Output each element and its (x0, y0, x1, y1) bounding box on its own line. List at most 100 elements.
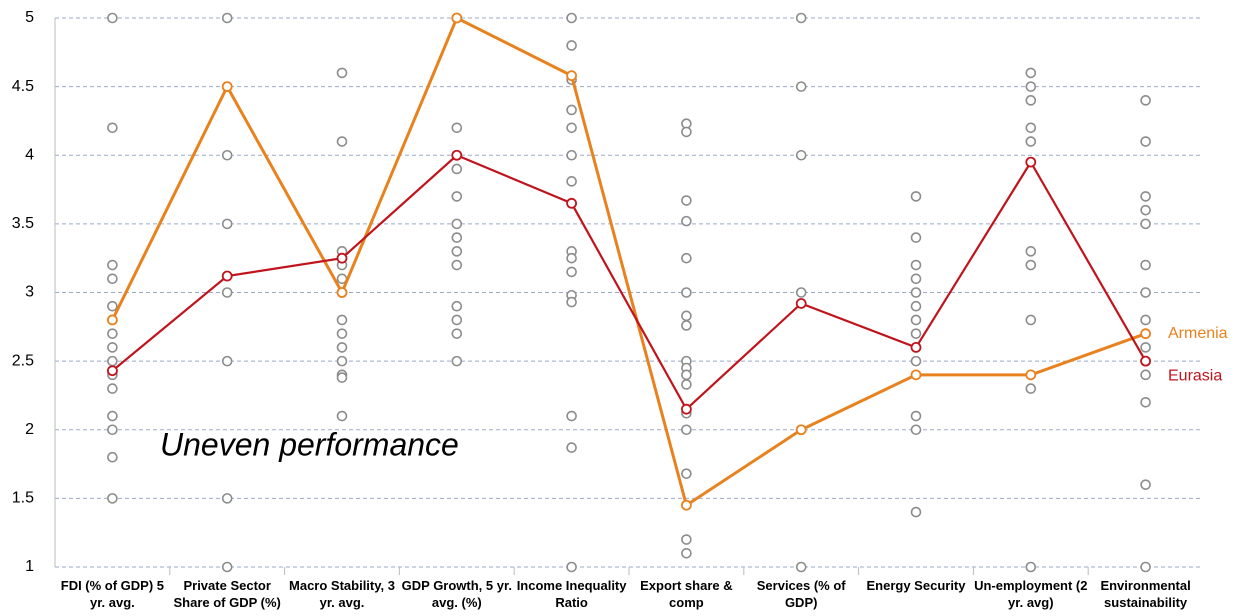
benchmark-dot (795, 81, 807, 92)
series-point (1140, 328, 1151, 340)
benchmark-dot (1140, 287, 1151, 298)
benchmark-dot (221, 287, 233, 298)
benchmark-dot (681, 195, 692, 206)
benchmark-dot (1140, 204, 1151, 216)
benchmark-dot (107, 493, 118, 504)
x-tick-label: Energy Security (866, 578, 966, 593)
benchmark-dot (910, 410, 922, 422)
benchmark-dot (681, 287, 692, 298)
benchmark-dot (566, 252, 577, 264)
benchmark-dot (336, 372, 348, 383)
benchmark-dot (1025, 122, 1037, 134)
benchmark-dot (221, 149, 233, 161)
benchmark-dot (451, 163, 463, 175)
benchmark-dot (1140, 136, 1151, 147)
benchmark-dot (566, 296, 577, 308)
series-point (681, 499, 692, 511)
benchmark-dot (681, 369, 692, 381)
benchmark-dot (1140, 479, 1151, 490)
benchmark-dot (107, 12, 118, 24)
benchmark-dot (566, 561, 577, 573)
series-point (566, 197, 577, 209)
benchmark-dot (681, 379, 692, 390)
benchmark-dot (107, 342, 118, 353)
benchmark-dot (1025, 561, 1037, 573)
benchmark-dot (566, 176, 577, 187)
benchmark-dot (1140, 342, 1151, 353)
benchmark-dot (1140, 95, 1151, 106)
benchmark-dot (681, 310, 692, 322)
benchmark-dot (566, 104, 577, 116)
benchmark-dot (910, 424, 922, 436)
benchmark-dot (1140, 314, 1151, 326)
benchmark-dot (566, 410, 577, 422)
benchmark-dot (1140, 561, 1151, 573)
series-point (1025, 156, 1037, 168)
benchmark-dot (107, 273, 118, 285)
benchmark-dot (1025, 136, 1037, 147)
benchmark-dot (910, 314, 922, 326)
benchmark-dot (681, 534, 692, 545)
benchmark-dot (681, 468, 692, 479)
benchmark-dot (451, 191, 463, 202)
x-tick-label: Macro Stability, 3 yr. avg. (289, 578, 395, 610)
benchmark-dot (107, 259, 118, 271)
benchmark-dot (910, 273, 922, 285)
benchmark-dot (336, 355, 348, 367)
benchmark-dot (566, 40, 577, 51)
benchmark-dot (336, 67, 348, 79)
benchmark-dot (1025, 314, 1037, 326)
y-tick-label: 3.5 (12, 215, 34, 232)
legend-label: Eurasia (1168, 367, 1222, 384)
series-point (107, 314, 118, 326)
series-point (451, 149, 463, 161)
benchmark-dot (1025, 246, 1037, 257)
y-tick-label: 5 (25, 9, 34, 26)
benchmark-dot (451, 259, 463, 271)
y-tick-label: 4.5 (12, 78, 34, 95)
y-tick-label: 2.5 (12, 352, 34, 369)
x-tick-label: Un-employment (2 yr. avg) (974, 578, 1088, 610)
benchmark-dot (451, 122, 463, 134)
benchmark-dot (1140, 218, 1151, 230)
x-tick-label: GDP Growth, 5 yr. avg. (%) (401, 578, 512, 610)
benchmark-dot (336, 410, 348, 422)
series-point (336, 252, 348, 264)
series-point (910, 369, 922, 381)
series-point (795, 298, 807, 309)
benchmark-dot (336, 342, 348, 353)
series-point (221, 270, 233, 282)
benchmark-dot (681, 320, 692, 331)
x-tick-label: Private Sector Share of GDP (%) (173, 578, 281, 610)
benchmark-dot (566, 149, 577, 161)
series-point (910, 341, 922, 353)
series-point (107, 365, 118, 377)
benchmark-dot (336, 314, 348, 326)
benchmark-dot (681, 547, 692, 559)
series-line (111, 15, 1147, 508)
series-point (221, 81, 233, 93)
benchmark-dot (107, 424, 118, 436)
x-tick-label: Income Inequality Ratio (516, 578, 627, 610)
benchmark-dot (795, 12, 807, 24)
y-tick-label: 1 (25, 558, 34, 575)
benchmark-dot (1140, 191, 1151, 202)
x-tick-label: FDI (% of GDP) 5 yr. avg. (60, 578, 165, 610)
series-point (566, 70, 577, 82)
benchmark-dot (910, 355, 922, 367)
series-point (1140, 355, 1151, 367)
benchmark-dot (1025, 383, 1037, 394)
benchmark-dot (221, 12, 233, 24)
series-point (795, 424, 807, 436)
benchmark-dot (681, 126, 692, 138)
benchmark-dot (107, 383, 118, 394)
benchmark-dot (566, 12, 577, 24)
benchmark-dot (221, 218, 233, 230)
benchmark-dot (1140, 259, 1151, 271)
benchmark-dot (451, 246, 463, 257)
benchmark-dot (336, 136, 348, 147)
benchmark-dot (1025, 81, 1037, 92)
benchmark-dot (221, 493, 233, 504)
benchmark-dot (336, 328, 348, 339)
